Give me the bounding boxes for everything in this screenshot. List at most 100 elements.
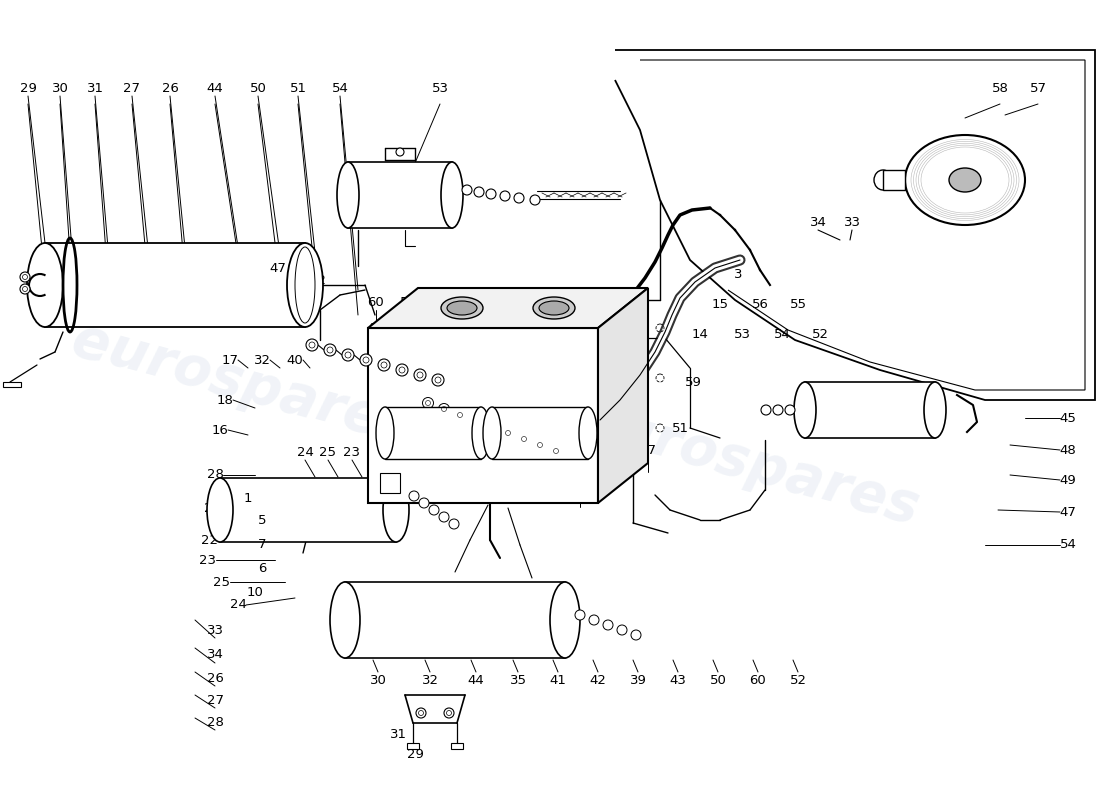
Text: 60: 60 [367,295,384,309]
Ellipse shape [874,170,892,190]
Ellipse shape [534,297,575,319]
Polygon shape [368,328,598,503]
Text: 27: 27 [123,82,141,94]
Text: 28: 28 [207,715,223,729]
Circle shape [20,284,30,294]
Ellipse shape [28,243,63,327]
Circle shape [419,498,429,508]
Circle shape [409,491,419,501]
Text: 33: 33 [844,215,860,229]
Text: 56: 56 [751,298,769,311]
Text: 14: 14 [692,329,708,342]
Text: 23: 23 [199,554,217,566]
Text: 1: 1 [244,491,252,505]
Text: 20: 20 [204,502,220,514]
Circle shape [785,405,795,415]
Text: 29: 29 [20,82,36,94]
Text: 41: 41 [366,322,384,334]
Text: 50: 50 [710,674,726,686]
Text: 44: 44 [468,674,484,686]
Text: 55: 55 [790,298,806,311]
Circle shape [396,364,408,376]
Ellipse shape [472,407,490,459]
Text: 35: 35 [509,674,527,686]
Text: 37: 37 [639,443,657,457]
Text: 47: 47 [270,262,286,274]
Ellipse shape [924,382,946,438]
Bar [805,382,935,438]
Bar [883,170,905,190]
Text: 49: 49 [1059,474,1077,486]
Ellipse shape [905,135,1025,225]
Text: 19: 19 [495,322,512,334]
Circle shape [429,505,439,515]
Text: 53: 53 [431,82,449,94]
Bar [3,382,21,387]
Text: 49: 49 [431,295,449,309]
Polygon shape [368,288,648,328]
Circle shape [575,610,585,620]
Text: 50: 50 [250,82,266,94]
Text: 31: 31 [87,82,103,94]
Text: 58: 58 [991,82,1009,94]
Ellipse shape [550,582,580,658]
Text: 6: 6 [257,562,266,574]
Text: 34: 34 [810,215,826,229]
Text: eurospares: eurospares [66,313,418,455]
Circle shape [474,187,484,197]
Text: 51: 51 [289,82,307,94]
Text: 24: 24 [230,598,246,611]
Circle shape [462,185,472,195]
Text: 59: 59 [684,375,702,389]
Text: 15: 15 [712,298,728,311]
Ellipse shape [441,297,483,319]
Text: 13: 13 [592,295,608,309]
Text: 57: 57 [1030,82,1046,94]
Text: 17: 17 [221,354,239,366]
Circle shape [432,374,444,386]
Text: 4: 4 [416,446,425,458]
Ellipse shape [330,582,360,658]
Text: 47: 47 [1059,506,1077,518]
Bar [348,162,452,228]
Text: 3: 3 [734,269,742,282]
Ellipse shape [383,478,409,542]
Bar [407,743,419,749]
Text: 1: 1 [387,446,396,458]
Text: 16: 16 [211,423,229,437]
Circle shape [306,339,318,351]
Bar [345,582,565,658]
Text: 33: 33 [207,623,223,637]
Ellipse shape [579,407,597,459]
Circle shape [617,625,627,635]
Ellipse shape [441,162,463,228]
Circle shape [603,620,613,630]
Text: 51: 51 [671,422,689,434]
Text: 2: 2 [443,446,452,458]
Text: 60: 60 [749,674,767,686]
Ellipse shape [207,478,233,542]
Circle shape [500,191,510,201]
Circle shape [530,195,540,205]
Text: 30: 30 [370,674,386,686]
Circle shape [439,512,449,522]
Text: 54: 54 [1059,538,1077,551]
Text: 52: 52 [309,274,327,286]
Circle shape [471,415,482,426]
Bar [451,743,463,749]
Circle shape [518,434,529,445]
Text: 48: 48 [1059,443,1077,457]
Text: 11: 11 [572,478,588,491]
Text: 24: 24 [297,446,313,458]
Text: 34: 34 [207,649,223,662]
Bar [220,478,396,542]
Circle shape [486,189,496,199]
Ellipse shape [337,162,359,228]
Text: 26: 26 [207,671,223,685]
Text: 52: 52 [812,329,828,342]
Ellipse shape [376,407,394,459]
Text: 43: 43 [670,674,686,686]
Circle shape [360,354,372,366]
Text: 42: 42 [590,674,606,686]
Circle shape [588,615,600,625]
